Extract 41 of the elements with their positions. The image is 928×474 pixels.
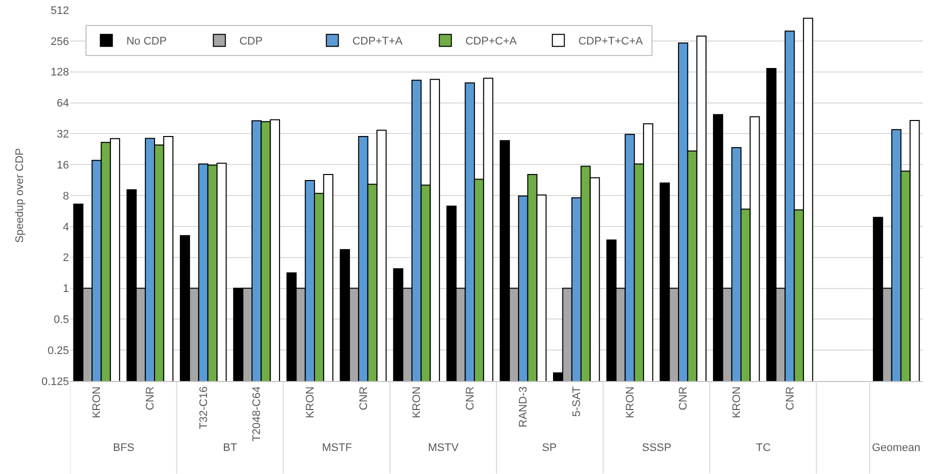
y-tick-label: 64	[56, 98, 69, 110]
x-tick-label: KRON	[304, 386, 316, 418]
y-tick-label: 32	[56, 128, 69, 141]
x-tick-label: CNR	[678, 386, 690, 410]
legend-label: CDP+T+A	[352, 36, 404, 48]
legend-label: No CDP	[126, 36, 167, 48]
text: SSSP	[642, 442, 672, 454]
y-tick-label: 128	[50, 66, 69, 79]
y-tick-label: 4	[62, 221, 69, 234]
y-tick-label: 0.5	[54, 314, 69, 326]
text: MSTV	[428, 442, 460, 454]
x-tick-label: KRON	[624, 386, 636, 418]
y-tick-label: 256	[50, 36, 69, 48]
x-tick-label: KRON	[411, 386, 424, 418]
x-tick-label: 5-SAT	[571, 386, 584, 417]
y-tick-label: 2	[62, 252, 69, 264]
legend-label: CDP	[239, 36, 263, 48]
x-tick-label: CNR	[358, 386, 370, 410]
legend-label: CDP+T+C+A	[578, 36, 644, 48]
legend-label: CDP+C+A	[465, 36, 518, 48]
y-tick-label: 16	[56, 159, 69, 172]
x-tick-label: CNR	[464, 386, 476, 410]
x-tick-label: T32-C16	[198, 386, 210, 430]
y-tick-label: 0.125	[41, 376, 69, 388]
x-tick-label: KRON	[91, 386, 104, 418]
text: TC	[756, 442, 771, 454]
text: SP	[542, 442, 557, 454]
y-tick-label: 1	[62, 283, 69, 296]
text: MSTF	[322, 442, 352, 454]
y-tick-label: 512	[50, 4, 69, 17]
x-tick-label: KRON	[730, 386, 743, 418]
x-tick-label: CNR	[784, 386, 796, 410]
y-tick-label: 0.25	[48, 344, 69, 357]
y-tick-label: 8	[62, 190, 69, 202]
text: Geomean	[872, 442, 920, 454]
x-tick-label: RAND-3	[518, 386, 530, 428]
x-tick-label: T2048-C64	[251, 386, 264, 442]
text: BFS	[113, 442, 134, 454]
text: BT	[223, 442, 238, 454]
y-axis-title: Speedup over CDP	[14, 148, 26, 243]
x-tick-label: CNR	[144, 386, 157, 410]
